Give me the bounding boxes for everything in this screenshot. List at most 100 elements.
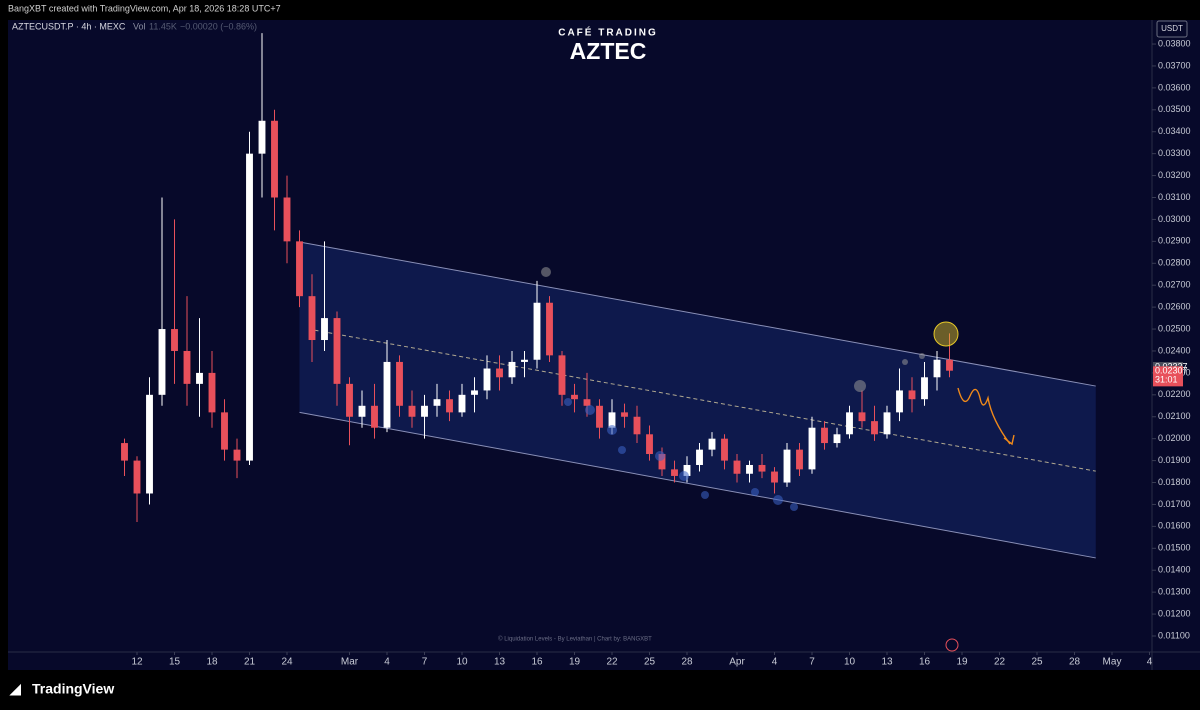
candle-body [296,241,303,297]
y-tick-label: 0.03400 [1158,126,1191,136]
candle-body [196,372,203,384]
x-tick-label: 4 [384,657,390,668]
candle-body [608,412,616,428]
x-tick-label: Apr [729,657,745,668]
x-tick-label: 19 [956,657,968,668]
candle-body [421,405,428,417]
x-tick-label: 4 [772,657,778,668]
y-tick-label: 0.01200 [1158,608,1191,618]
channel-middle [314,329,1096,472]
candle-body [758,464,766,472]
y-tick-label: 0.03200 [1158,170,1191,180]
channel-fill [299,242,1096,558]
time-axis [8,652,1152,670]
bubble [679,471,689,481]
channel-upper [299,241,1096,387]
x-tick-label: Mar [341,657,359,668]
x-tick-label: 7 [422,657,428,668]
candle-body [671,469,678,476]
y-tick-label: 0.03100 [1158,192,1191,202]
candle-body [896,390,903,413]
candle-body [246,153,253,461]
candle-body [646,434,653,455]
volume-label: Vol [133,21,146,31]
candle-body [383,361,391,428]
symbol: AZTECUSDT.P · 4h · MEXC [12,21,126,31]
candle-body [346,383,353,417]
arrow-head [1003,434,1015,446]
candle-body [396,361,403,406]
y-tick-label: 0.01600 [1158,521,1191,531]
candle-body [883,412,891,435]
x-tick-label: 19 [569,657,581,668]
x-tick-label: May [1103,657,1122,668]
candle-body [833,434,841,444]
candle-body [921,377,928,400]
y-tick-label: 0.02500 [1158,323,1191,333]
candle-body [521,359,528,362]
candle-body [933,359,941,378]
candle-body [483,368,491,391]
x-tick-label: 10 [456,657,468,668]
candle-body [846,412,853,435]
y-tick-label: 0.03800 [1158,38,1191,48]
candle-body [771,471,778,483]
y-tick-label: 0.03600 [1158,82,1191,92]
bubble [773,495,783,505]
bubble [902,359,908,365]
x-tick-label: 4 [1147,657,1153,668]
candle-body [233,449,241,461]
candle-body [746,464,753,474]
candle-body [696,449,703,465]
y-tick-label: 0.01800 [1158,477,1191,487]
candle-body [721,438,728,461]
y-tick-label: 0.01400 [1158,565,1191,575]
x-tick-label: 16 [919,657,931,668]
attribution: BangXBT created with TradingView.com, Ap… [8,3,281,13]
candle-body [546,302,553,356]
y-tick-label: 0.01300 [1158,587,1191,597]
candle-body [496,368,503,378]
y-tick-label: 0.03500 [1158,104,1191,114]
x-tick-label: 28 [681,657,693,668]
alert-icon [945,638,959,652]
candle-body [733,460,741,474]
bubble [607,425,617,435]
candle-body [433,399,441,406]
candle-body [371,405,378,428]
candle-body [458,394,466,413]
candle-body [858,412,866,422]
candle-body [946,359,953,371]
brand: TradingView [32,681,114,697]
candle-body [908,390,916,400]
y-tick-label: 0.03000 [1158,214,1191,224]
x-tick-label: 10 [844,657,856,668]
x-tick-label: 13 [494,657,506,668]
y-tick-label: 0.01100 [1158,630,1190,640]
change: −0.00020 (−0.86%) [180,21,257,31]
logo-mark: ◢ [9,681,21,697]
candle-body [121,443,128,461]
bubble [655,451,665,461]
bubble [919,353,925,359]
candle-body [708,438,716,450]
candle-body [533,302,541,360]
chart-subtitle: CAFÉ TRADING [558,26,658,39]
candle-body [258,120,266,154]
bubble [541,267,551,277]
candle-body [308,296,316,341]
x-tick-label: 7 [809,657,815,668]
y-tick-label: 0.03300 [1158,148,1191,158]
candle-body [508,361,516,378]
chart-title: AZTEC [570,38,647,64]
bubble [854,380,866,392]
candle-body [271,120,278,198]
price-label: 0.02307 [1155,366,1188,376]
x-tick-label: 24 [281,657,293,668]
y-tick-label: 0.02000 [1158,433,1191,443]
liquidation-bubbles [564,398,798,511]
bubble [701,491,709,499]
candle-body [621,412,628,417]
